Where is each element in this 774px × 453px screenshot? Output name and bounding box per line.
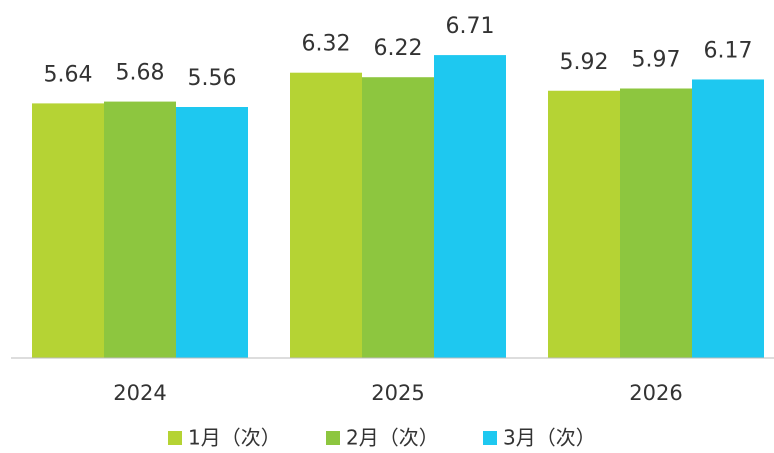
bar <box>104 101 176 359</box>
value-label: 5.56 <box>188 66 237 91</box>
bar <box>362 77 434 358</box>
bar <box>176 107 248 359</box>
x-tick-label: 2026 <box>629 381 682 405</box>
bar <box>692 79 764 359</box>
legend-swatch <box>326 431 340 445</box>
x-tick-label: 2024 <box>113 381 166 405</box>
bar <box>290 72 362 358</box>
legend-label: 1月（次） <box>188 426 281 450</box>
value-label: 5.92 <box>560 50 609 75</box>
value-label: 6.71 <box>446 14 495 39</box>
bar <box>32 103 104 358</box>
legend-swatch <box>168 431 182 445</box>
x-tick-label: 2025 <box>371 381 424 405</box>
value-label: 5.68 <box>116 61 165 86</box>
value-label: 5.64 <box>44 62 93 87</box>
value-label: 6.22 <box>374 36 423 61</box>
value-label: 6.32 <box>302 32 351 57</box>
bar <box>548 90 620 359</box>
bar <box>620 88 692 359</box>
legend-label: 2月（次） <box>346 426 439 450</box>
legend-swatch <box>483 431 497 445</box>
value-label: 5.97 <box>632 47 681 72</box>
legend-label: 3月（次） <box>503 426 596 450</box>
value-label: 6.17 <box>704 38 753 63</box>
bar <box>434 55 506 358</box>
